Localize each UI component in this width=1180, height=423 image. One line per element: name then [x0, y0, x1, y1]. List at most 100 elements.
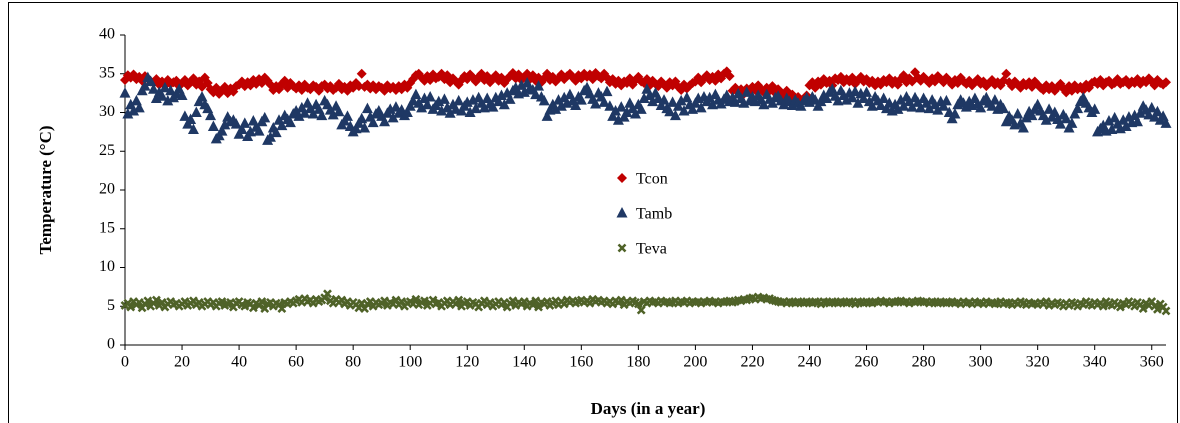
point: [126, 302, 136, 312]
point: [1040, 114, 1052, 125]
point: [498, 98, 510, 110]
point: [316, 109, 328, 121]
point: [678, 104, 690, 116]
point: [359, 122, 371, 133]
point: [538, 94, 550, 106]
point: [1026, 109, 1038, 121]
point: [672, 100, 684, 111]
point: [729, 96, 741, 107]
point: [880, 102, 892, 114]
point: [707, 98, 719, 110]
x-tick-label: 140: [512, 354, 536, 371]
point: [133, 101, 145, 113]
point: [1072, 102, 1084, 114]
point: [387, 111, 399, 123]
point: [367, 116, 379, 128]
point: [938, 100, 950, 111]
point: [949, 108, 961, 119]
point: [570, 99, 582, 111]
point: [1143, 108, 1155, 120]
point: [244, 125, 256, 137]
point: [601, 85, 613, 97]
point: [1012, 108, 1024, 119]
x-tick-label: 300: [969, 354, 993, 371]
point: [658, 94, 670, 105]
point: [667, 96, 679, 107]
point: [424, 91, 436, 102]
point: [932, 104, 944, 115]
point: [454, 295, 464, 305]
x-tick-label: 40: [231, 354, 247, 371]
x-tick-label: 100: [398, 354, 422, 371]
point: [923, 102, 935, 114]
y-tick-label: 40: [99, 26, 115, 43]
point: [478, 101, 490, 113]
point: [915, 101, 927, 113]
point: [604, 100, 616, 111]
point: [128, 104, 140, 116]
point: [615, 101, 627, 112]
point: [975, 101, 987, 113]
point: [207, 120, 219, 131]
point: [531, 296, 541, 306]
point: [327, 108, 339, 120]
point: [541, 110, 553, 121]
point: [815, 95, 827, 107]
legend-marker: [617, 173, 627, 183]
point: [404, 100, 416, 111]
point: [612, 114, 624, 125]
y-tick-label: 35: [99, 64, 115, 81]
point: [185, 113, 197, 124]
point: [122, 108, 134, 119]
point: [350, 122, 362, 134]
x-tick-label: 360: [1140, 354, 1164, 371]
point: [253, 125, 265, 136]
point: [669, 109, 681, 121]
point: [664, 105, 676, 117]
point: [453, 94, 465, 106]
point: [493, 95, 505, 107]
x-tick-label: 220: [740, 354, 764, 371]
point: [858, 92, 870, 104]
point: [1146, 101, 1158, 113]
point: [630, 108, 642, 119]
legend-marker: [616, 207, 628, 218]
point: [878, 92, 890, 104]
point: [940, 94, 952, 106]
legend-label: Tcon: [636, 171, 668, 188]
point: [1106, 123, 1118, 135]
point: [575, 94, 587, 105]
point: [898, 100, 910, 111]
point: [179, 110, 191, 121]
legend-label: Teva: [636, 241, 667, 258]
x-tick-label: 120: [455, 354, 479, 371]
point: [852, 97, 864, 108]
point: [276, 119, 288, 131]
point: [518, 86, 530, 97]
point: [778, 98, 790, 110]
point: [695, 101, 707, 113]
y-tick-label: 5: [107, 297, 115, 314]
point: [341, 110, 353, 121]
point: [687, 103, 699, 114]
point: [675, 94, 687, 106]
point: [741, 86, 753, 97]
point: [148, 83, 160, 94]
point: [230, 118, 242, 129]
point: [407, 94, 419, 106]
point: [530, 88, 542, 100]
point: [219, 118, 231, 130]
point: [504, 93, 516, 104]
x-tick-label: 20: [174, 354, 190, 371]
point: [487, 101, 499, 112]
point: [766, 97, 778, 108]
point: [1120, 120, 1132, 131]
point: [1134, 107, 1146, 118]
point: [655, 99, 667, 111]
point: [187, 123, 199, 135]
x-tick-label: 0: [121, 354, 129, 371]
point: [162, 94, 174, 106]
point: [416, 101, 428, 113]
point: [636, 305, 646, 315]
